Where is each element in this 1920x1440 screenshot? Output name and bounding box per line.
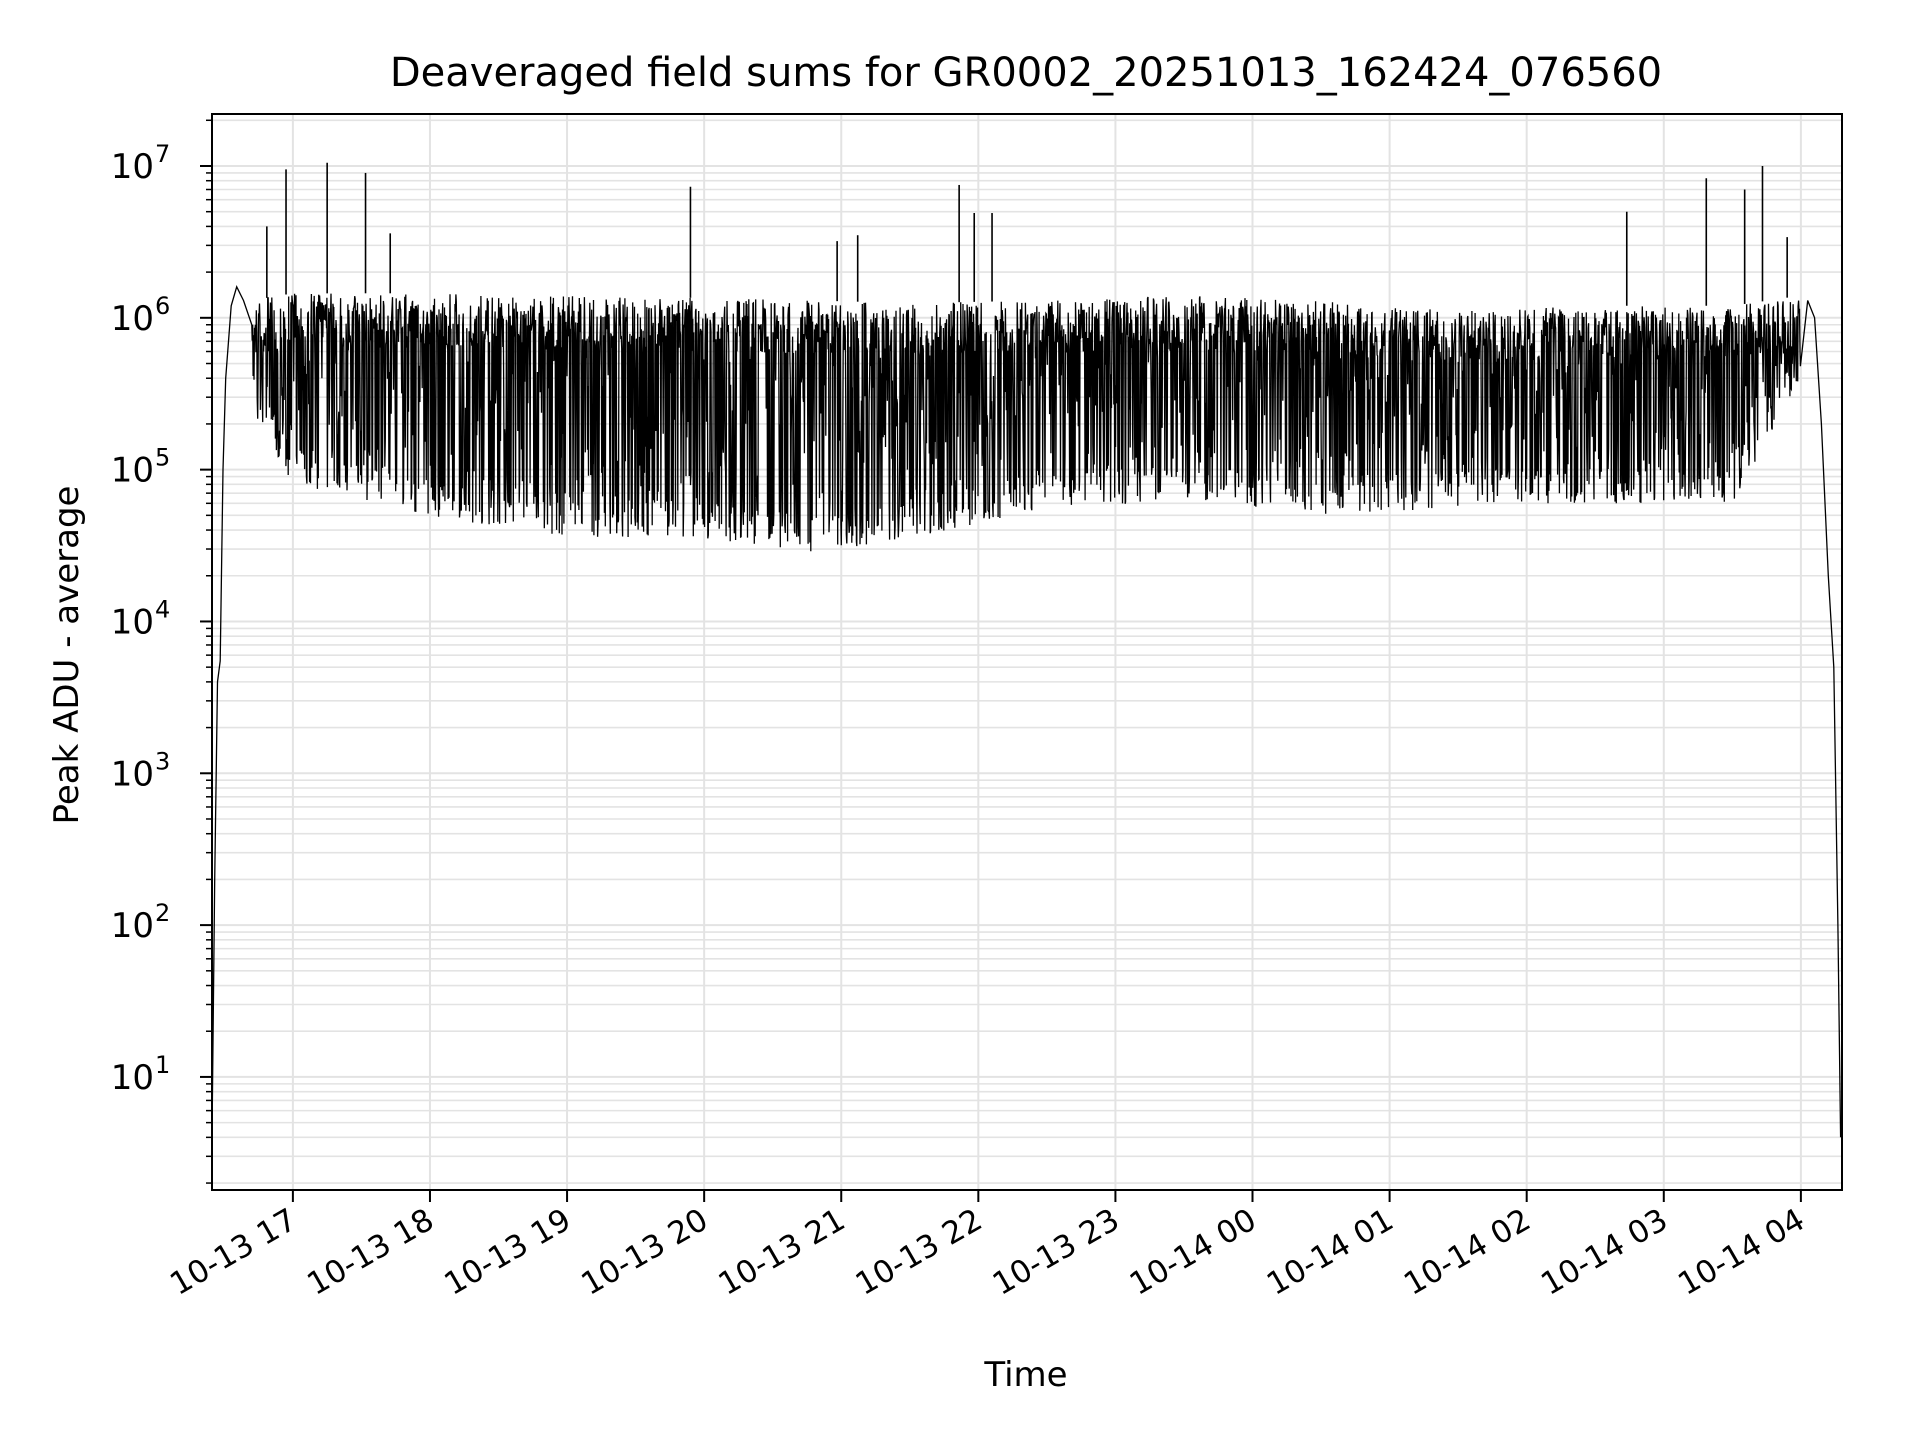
series-line <box>211 285 1842 1138</box>
y-tick-exponent: 4 <box>155 595 170 623</box>
y-tick-label: 10 <box>111 451 154 491</box>
y-tick-label: 10 <box>111 299 154 339</box>
x-tick-label: 10-14 03 <box>1535 1202 1674 1303</box>
y-tick-label: 10 <box>111 147 154 187</box>
x-tick-label: 10-13 18 <box>301 1202 440 1303</box>
x-tick-label: 10-13 19 <box>438 1202 577 1303</box>
y-tick-exponent: 3 <box>155 747 170 775</box>
y-tick-exponent: 1 <box>155 1051 170 1079</box>
chart-title: Deaveraged field sums for GR0002_2025101… <box>390 50 1662 96</box>
y-tick-label: 10 <box>111 1058 154 1098</box>
y-tick-label: 10 <box>111 602 154 642</box>
x-tick-label: 10-13 22 <box>850 1202 989 1303</box>
plot-frame <box>211 113 1843 1191</box>
x-tick-label: 10-14 01 <box>1261 1202 1400 1303</box>
series-peak-adu <box>211 162 1842 1138</box>
x-tick-label: 10-14 02 <box>1398 1202 1537 1303</box>
x-tick-label: 10-13 21 <box>713 1202 852 1303</box>
y-tick-label: 10 <box>111 906 154 946</box>
y-tick-exponent: 6 <box>155 292 170 320</box>
x-tick-label: 10-13 23 <box>987 1202 1126 1303</box>
grid-lines <box>212 114 1842 1190</box>
x-tick-label: 10-13 20 <box>575 1202 714 1303</box>
x-tick-label: 10-13 17 <box>164 1202 303 1303</box>
y-tick-exponent: 2 <box>155 899 170 927</box>
x-tick-label: 10-14 04 <box>1672 1202 1811 1303</box>
y-tick-exponent: 5 <box>155 444 170 472</box>
y-tick-exponent: 7 <box>155 140 170 168</box>
x-axis-label: Time <box>983 1355 1067 1395</box>
y-tick-label: 10 <box>111 754 154 794</box>
x-tick-label: 10-14 00 <box>1124 1202 1263 1303</box>
y-axis-label: Peak ADU - average <box>47 486 87 825</box>
